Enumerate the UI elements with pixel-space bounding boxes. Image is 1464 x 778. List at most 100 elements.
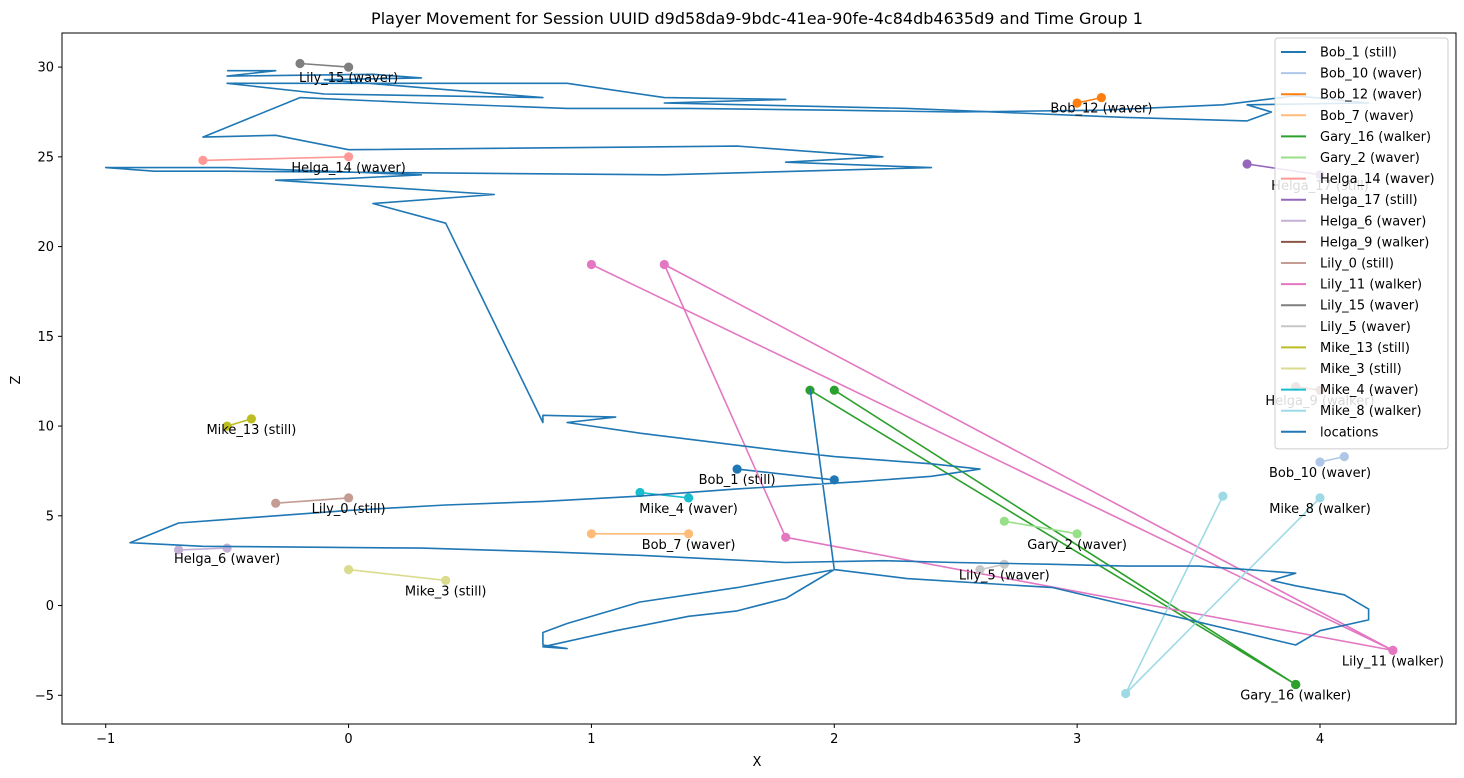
legend-entry-gary-16-walker: Gary_16 (walker) <box>1320 130 1431 145</box>
point-annotation-mike-3-still: Mike_3 (still) <box>405 584 487 599</box>
series-line-mike-3-still <box>348 568 446 582</box>
series-line-helga-14-waver <box>202 156 349 162</box>
data-point-gary-2-waver <box>999 516 1009 526</box>
point-annotation-gary-16-walker: Gary_16 (walker) <box>1240 689 1351 704</box>
y-tick-label: 0 <box>46 599 54 614</box>
legend-entry-gary-2-waver: Gary_2 (waver) <box>1320 151 1420 166</box>
data-point-lily-5-waver <box>975 565 985 575</box>
point-annotation-helga-6-waver: Helga_6 (waver) <box>174 552 280 567</box>
point-annotation-gary-2-waver: Gary_2 (waver) <box>1027 538 1127 553</box>
data-point-helga-17-still <box>1242 159 1252 169</box>
data-point-mike-8-walker <box>1315 493 1325 503</box>
data-point-gary-16-walker <box>829 385 839 395</box>
series-line-gary-2-waver <box>1004 520 1078 535</box>
data-point-mike-3-still <box>344 565 354 575</box>
data-point-lily-0-still <box>271 498 281 508</box>
series-line-bob-1-still <box>737 468 835 481</box>
legend-entry-locations: locations <box>1320 425 1379 440</box>
data-point-mike-4-waver <box>635 487 645 498</box>
data-point-gary-16-walker <box>1291 679 1301 690</box>
series-line-mike-4-waver <box>639 491 689 499</box>
y-tick-label: 10 <box>37 420 54 435</box>
data-point-bob-7-waver <box>684 529 694 539</box>
legend-entry-bob-1-still: Bob_1 (still) <box>1320 46 1397 61</box>
y-tick-label: 30 <box>37 61 54 76</box>
series-line-lily-15-waver <box>299 62 349 68</box>
data-point-lily-5-waver <box>999 559 1009 569</box>
data-point-helga-6-waver <box>174 545 184 555</box>
data-point-mike-8-walker <box>1121 688 1131 699</box>
y-tick-label: 20 <box>37 240 54 255</box>
data-point-bob-12-waver <box>1096 93 1106 103</box>
data-point-lily-11-walker <box>659 259 669 270</box>
point-annotation-bob-10-waver: Bob_10 (waver) <box>1269 466 1371 481</box>
legend-entry-helga-6-waver: Helga_6 (waver) <box>1320 214 1426 229</box>
series-line-helga-6-waver <box>178 547 228 551</box>
point-annotation-lily-0-still: Lily_0 (still) <box>312 502 386 517</box>
data-point-lily-0-still <box>344 493 354 503</box>
data-point-bob-1-still <box>829 475 839 485</box>
series-line-gary-16-walker <box>809 389 1297 686</box>
point-annotation-helga-14-waver: Helga_14 (waver) <box>291 161 406 176</box>
legend-entry-bob-10-waver: Bob_10 (waver) <box>1320 67 1422 82</box>
legend-box <box>1274 37 1449 450</box>
point-annotation-bob-1-still: Bob_1 (still) <box>699 473 776 488</box>
point-annotation-lily-5-waver: Lily_5 (waver) <box>959 568 1050 583</box>
data-point-mike-4-waver <box>684 493 694 503</box>
data-point-mike-13-still <box>222 421 232 431</box>
y-tick-label: 5 <box>46 509 54 524</box>
y-tick-label: 25 <box>37 150 54 165</box>
data-point-lily-15-waver <box>344 62 354 72</box>
y-tick-label: 15 <box>37 330 54 345</box>
data-point-helga-14-waver <box>198 155 208 165</box>
data-point-lily-11-walker <box>781 532 791 542</box>
x-tick-label: 4 <box>1316 732 1324 747</box>
y-axis-label: Z <box>9 375 24 384</box>
data-point-bob-10-waver <box>1315 457 1325 467</box>
point-annotation-bob-12-waver: Bob_12 (waver) <box>1050 102 1152 117</box>
point-annotation-lily-11-walker: Lily_11 (walker) <box>1342 654 1444 669</box>
data-point-bob-1-still <box>732 464 742 474</box>
legend-entry-lily-5-waver: Lily_5 (waver) <box>1320 320 1411 335</box>
data-point-mike-8-walker <box>1218 491 1228 501</box>
legend-entry-mike-8-walker: Mike_8 (walker) <box>1320 404 1422 419</box>
data-point-mike-3-still <box>441 575 451 586</box>
series-line-lily-0-still <box>275 497 349 504</box>
plot-frame <box>61 32 1457 725</box>
point-annotation-mike-13-still: Mike_13 (still) <box>206 423 296 438</box>
x-tick-label: 2 <box>830 732 838 747</box>
legend-entry-lily-15-waver: Lily_15 (waver) <box>1320 299 1419 314</box>
legend-entry-mike-13-still: Mike_13 (still) <box>1320 341 1410 356</box>
point-annotation-bob-7-waver: Bob_7 (waver) <box>642 538 736 553</box>
data-point-bob-12-waver <box>1072 98 1082 108</box>
legend-entry-helga-14-waver: Helga_14 (waver) <box>1320 172 1435 187</box>
legend-entry-bob-12-waver: Bob_12 (waver) <box>1320 88 1422 103</box>
legend-entry-mike-4-waver: Mike_4 (waver) <box>1320 383 1419 398</box>
data-point-bob-7-waver <box>586 529 597 539</box>
point-annotation-mike-8-walker: Mike_8 (walker) <box>1269 502 1371 517</box>
chart-title: Player Movement for Session UUID d9d58da… <box>371 9 1143 28</box>
legend: Bob_1 (still) Bob_10 (waver) Bob_12 (waver… <box>1274 37 1449 450</box>
legend-entry-helga-17-still: Helga_17 (still) <box>1320 193 1418 208</box>
data-point-lily-11-walker <box>586 259 597 270</box>
point-annotation-lily-15-waver: Lily_15 (waver) <box>299 71 398 86</box>
legend-entry-lily-11-walker: Lily_11 (walker) <box>1320 278 1422 293</box>
data-point-helga-14-waver <box>344 152 354 162</box>
point-annotation-mike-4-waver: Mike_4 (waver) <box>639 502 738 517</box>
x-tick-label: −1 <box>96 732 115 747</box>
x-axis-label: X <box>753 755 762 770</box>
legend-entry-bob-7-waver: Bob_7 (waver) <box>1320 109 1414 124</box>
data-point-mike-13-still <box>246 414 256 424</box>
legend-entry-helga-9-walker: Helga_9 (walker) <box>1320 235 1429 250</box>
data-point-bob-10-waver <box>1339 452 1349 462</box>
y-tick-label: −5 <box>35 689 54 704</box>
data-point-lily-15-waver <box>295 58 305 69</box>
x-tick-label: 3 <box>1073 732 1081 747</box>
data-point-lily-11-walker <box>1388 645 1398 656</box>
x-tick-label: 0 <box>344 732 352 747</box>
legend-entry-mike-3-still: Mike_3 (still) <box>1320 362 1402 377</box>
legend-entry-lily-0-still: Lily_0 (still) <box>1320 257 1394 272</box>
x-tick-label: 1 <box>587 732 595 747</box>
